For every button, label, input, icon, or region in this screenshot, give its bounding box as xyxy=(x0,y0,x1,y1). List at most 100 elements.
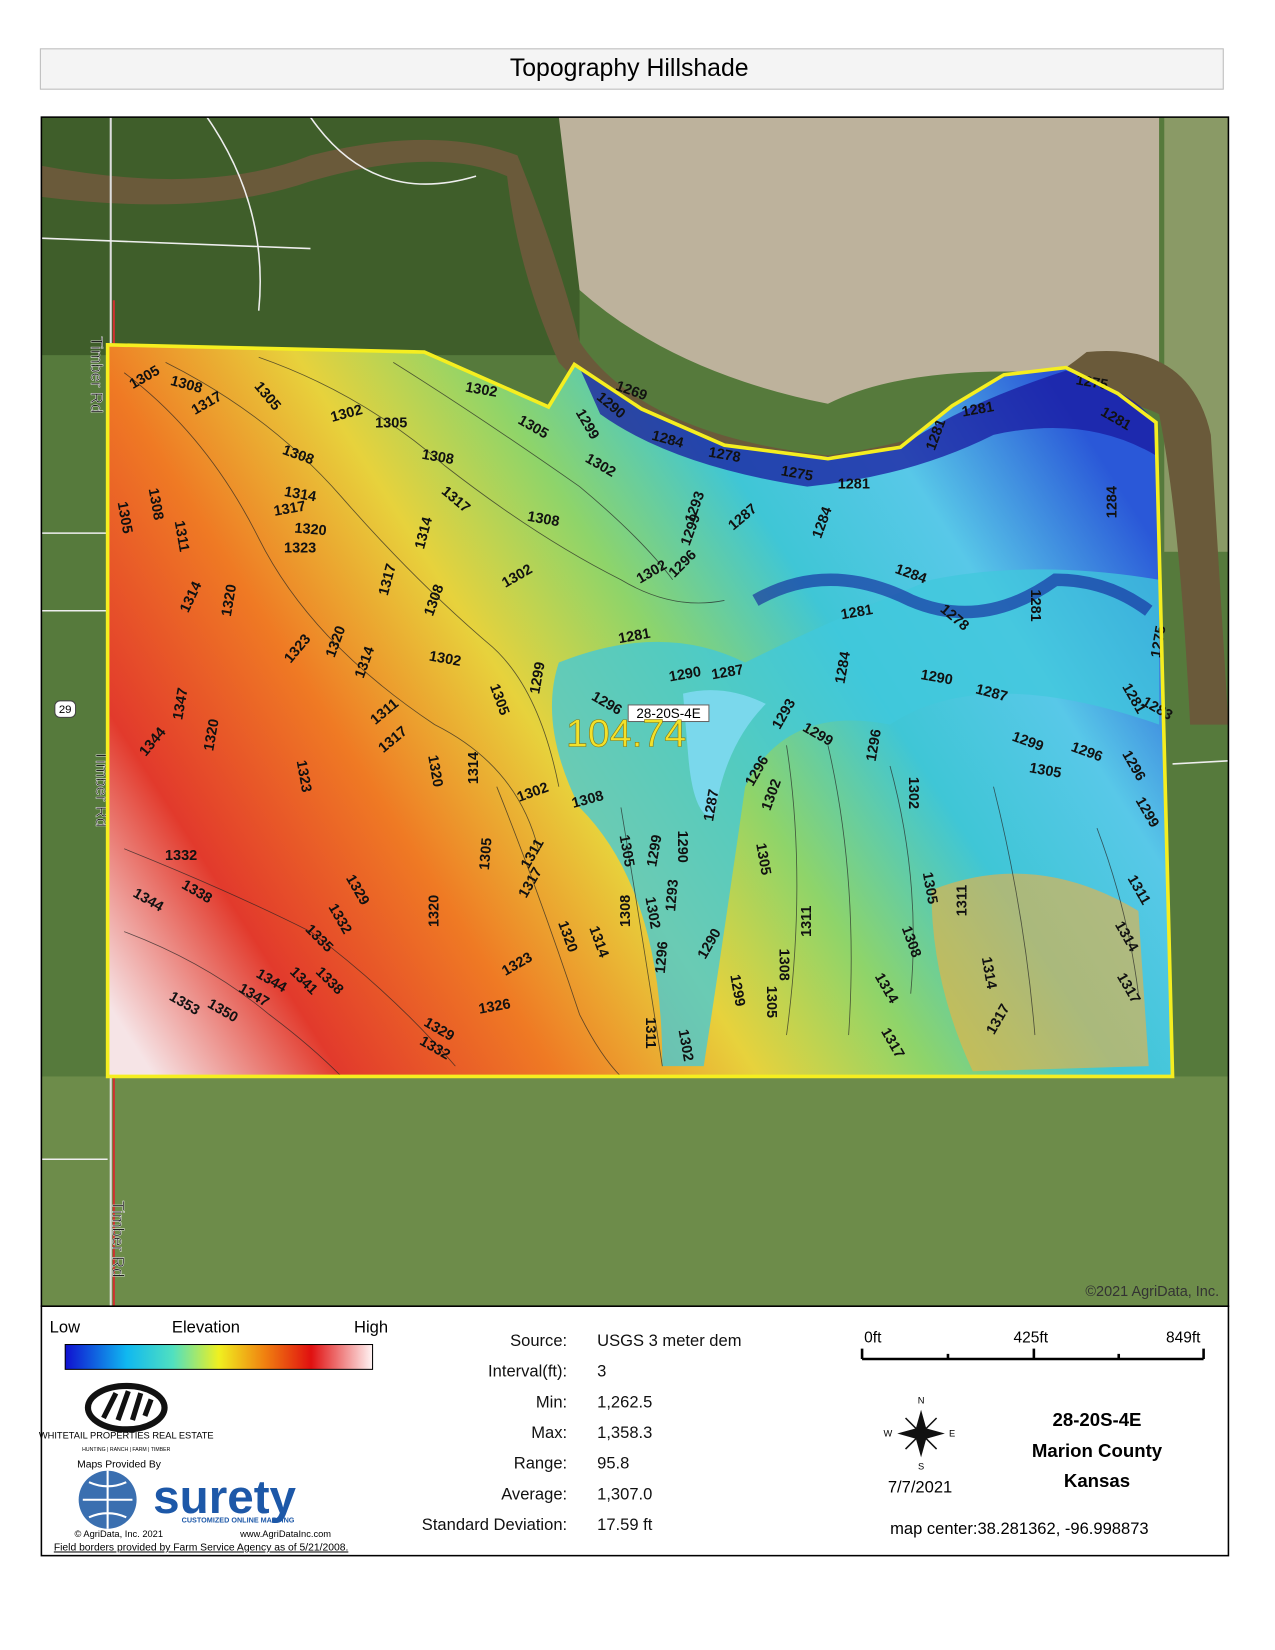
contour-label: 1290 xyxy=(919,667,953,688)
contour-label: 1311 xyxy=(642,1017,658,1048)
contour-label: 1305 xyxy=(919,871,940,905)
contour-label: 1320 xyxy=(294,521,327,540)
stat-label: Standard Deviation: xyxy=(422,1515,567,1534)
pasture xyxy=(41,1076,1229,1307)
contour-label: 1305 xyxy=(1028,760,1062,781)
stat-value: 1,307.0 xyxy=(597,1484,652,1503)
contour-label: 1302 xyxy=(905,777,921,809)
contour-label: 1311 xyxy=(799,906,815,937)
title-box xyxy=(39,48,1224,90)
contour-label: 1305 xyxy=(616,834,637,868)
route-number: 29 xyxy=(59,704,72,716)
contour-label: 1311 xyxy=(171,519,192,553)
contour-label: 1299 xyxy=(644,834,665,868)
copyright: ©2021 AgriData, Inc. xyxy=(1085,1284,1219,1300)
contour-label: 1314 xyxy=(978,956,999,990)
field xyxy=(558,117,1160,404)
surety-tag: CUSTOMIZED ONLINE MAPPING xyxy=(182,1516,295,1525)
contour-label: 1296 xyxy=(653,941,672,974)
contour-label: 1278 xyxy=(707,445,741,466)
contour-label: 1305 xyxy=(114,500,135,534)
contour-label: 1287 xyxy=(701,788,722,822)
agridata: © AgriData, Inc. 2021 xyxy=(75,1529,164,1539)
compass-rose xyxy=(904,1417,938,1450)
stat-label: Source: xyxy=(510,1331,567,1350)
ridge xyxy=(931,873,1149,1072)
parcel-label: 28-20S-4E xyxy=(636,706,700,721)
scale-line xyxy=(860,1348,1205,1361)
contour-label: 1290 xyxy=(668,664,702,685)
contour-label: 1299 xyxy=(726,973,747,1007)
maps-by: Maps Provided By xyxy=(77,1460,162,1471)
contour-label: 1299 xyxy=(527,661,548,695)
title: Topography Hillshade xyxy=(510,55,749,82)
map-center: map center:38.281362, -96.998873 xyxy=(890,1519,1149,1538)
contour-label: 1314 xyxy=(283,484,317,505)
contour-label: 1284 xyxy=(833,650,854,684)
surety-globe xyxy=(82,1470,133,1529)
contour-label: 1275 xyxy=(780,463,814,484)
stat-label: Min: xyxy=(536,1392,567,1411)
contour-label: 1323 xyxy=(293,759,314,793)
whitetail-logo xyxy=(101,1390,154,1421)
low-band xyxy=(579,367,1156,487)
route-shield xyxy=(54,700,77,718)
contour-label: 1296 xyxy=(864,728,885,762)
location: Kansas xyxy=(1064,1470,1130,1491)
contour-label: 1326 xyxy=(477,996,511,1017)
river xyxy=(41,139,1229,725)
contour-label: 1281 xyxy=(617,626,651,647)
contour-lines xyxy=(123,356,1139,1077)
stat-label: Range: xyxy=(514,1454,567,1473)
map: 1305 1308 1317 1305 1302 1302 1305 1305 1308 1308… xyxy=(41,117,1229,1307)
contour-label: 1320 xyxy=(426,895,442,927)
contour-label: 1314 xyxy=(466,752,482,784)
contour-label: 1293 xyxy=(663,879,682,912)
contour-label: 1281 xyxy=(838,476,870,492)
company: WHITETAIL PROPERTIES REAL ESTATE xyxy=(39,1431,214,1441)
contour-label: 1308 xyxy=(618,895,634,927)
url: www.AgriDataInc.com xyxy=(239,1529,331,1539)
contour-label: 1308 xyxy=(145,487,166,521)
contour-label: 1347 xyxy=(170,687,191,721)
field-border xyxy=(41,117,1229,1161)
contour-label: 1305 xyxy=(752,842,773,876)
boundary xyxy=(105,342,1175,1079)
contour-label: 1290 xyxy=(674,831,690,863)
contour-label: 1308 xyxy=(776,949,792,981)
date: 7/7/2021 xyxy=(888,1478,952,1497)
contour-label: 1332 xyxy=(165,848,197,864)
compass: N W E S xyxy=(884,1396,956,1472)
contour-label: 1302 xyxy=(464,379,498,400)
road-label: Timber Rd xyxy=(109,1201,128,1278)
stat-label: Max: xyxy=(531,1423,567,1442)
whitetail-logo xyxy=(84,1382,168,1433)
contour-label: 1275 xyxy=(1148,625,1169,659)
legend-low: Low xyxy=(50,1317,80,1336)
legend-title: Elevation xyxy=(172,1317,240,1336)
contour-label: 1305 xyxy=(477,837,496,870)
compass-n: N xyxy=(918,1396,925,1406)
stats: Source: USGS 3 meter dem Interval(ft): 3 Min… xyxy=(422,1331,742,1534)
scale-label: 0ft xyxy=(864,1329,882,1346)
contour-label: 1320 xyxy=(219,583,240,617)
contour-label: 1320 xyxy=(201,718,222,752)
contour-label: 1302 xyxy=(675,1028,696,1062)
compass-e: E xyxy=(949,1429,955,1439)
surety: surety xyxy=(153,1471,296,1524)
contour-label: 1308 xyxy=(421,447,455,468)
contour-label: 1308 xyxy=(526,509,560,530)
branding: WHITETAIL PROPERTIES REAL ESTATE HUNTING… xyxy=(39,1382,349,1553)
stat-label: Interval(ft): xyxy=(488,1362,567,1381)
legend-high: High xyxy=(354,1317,388,1336)
stat-value: 17.59 ft xyxy=(597,1515,653,1534)
contour-label: 1302 xyxy=(428,649,462,670)
stat-value: 95.8 xyxy=(597,1454,629,1473)
acreage: 104.74 xyxy=(566,711,686,755)
footnote: Field borders provided by Farm Service A… xyxy=(54,1542,349,1553)
contour-label: 1302 xyxy=(641,896,662,930)
road-label: Timber Rd xyxy=(87,337,106,414)
parcel-label-box xyxy=(627,704,710,723)
